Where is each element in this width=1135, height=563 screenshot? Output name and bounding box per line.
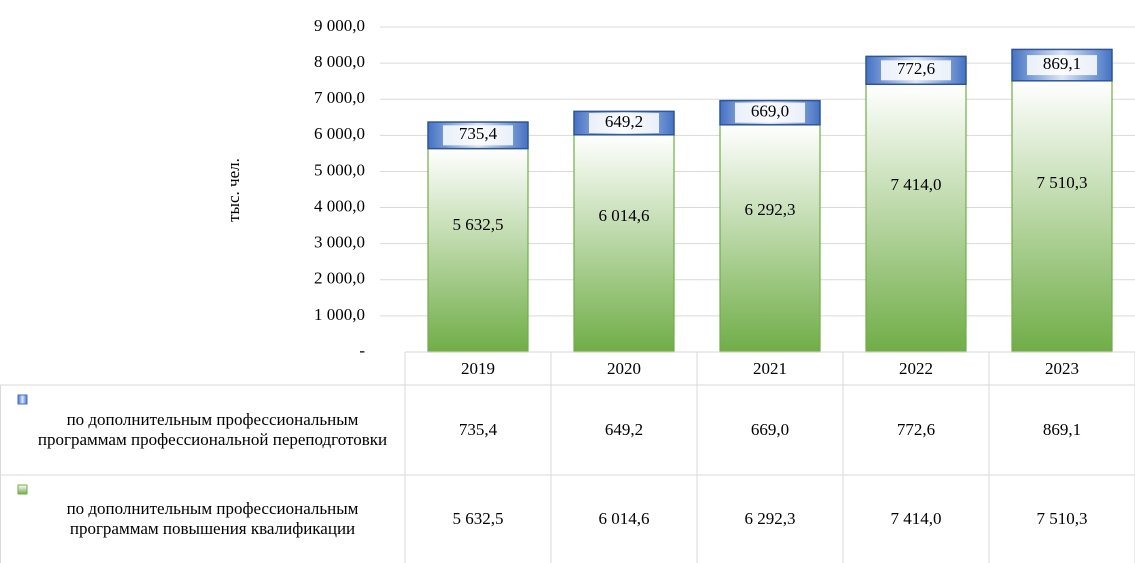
table-value: 669,0 (750, 420, 790, 439)
table-value: 7 510,3 (1036, 509, 1088, 528)
legend-label: по дополнительным профессиональным прогр… (66, 499, 359, 538)
table-value: 5 632,5 (452, 509, 504, 528)
legend-marker (17, 484, 28, 495)
legend-marker (17, 394, 28, 405)
bar-segment (1011, 80, 1113, 353)
data-label-bg (735, 102, 805, 123)
y-tick-label: - (359, 341, 365, 360)
table-value: 649,2 (604, 420, 644, 439)
bar-segment (719, 124, 821, 353)
x-tick-label: 2022 (899, 358, 933, 378)
data-label: 772,6 (897, 59, 935, 78)
x-tick-label: 2021 (753, 358, 787, 378)
data-label-bg (443, 125, 513, 146)
table-value: 6 014,6 (598, 509, 650, 528)
data-label: 5 632,5 (453, 215, 504, 234)
y-tick-label: 8 000,0 (314, 52, 365, 71)
y-tick-label: 2 000,0 (314, 269, 365, 288)
data-label-bg (881, 60, 951, 81)
x-tick-label: 2023 (1045, 358, 1079, 378)
data-label-bg (1027, 55, 1097, 76)
data-label-bg (589, 113, 659, 134)
y-tick-label: 5 000,0 (314, 160, 365, 179)
table-value: 7 414,0 (890, 509, 942, 528)
table-value: 772,6 (896, 420, 936, 439)
legend-label: по дополнительным профессиональным прогр… (37, 410, 388, 449)
data-label: 869,1 (1043, 54, 1081, 73)
y-tick-label: 7 000,0 (314, 88, 365, 107)
y-axis-label: тыс. чел. (224, 158, 243, 222)
bar-segment (427, 148, 529, 353)
table-value: 735,4 (458, 420, 498, 439)
y-tick-label: 3 000,0 (314, 233, 365, 252)
data-label: 6 014,6 (599, 206, 650, 225)
table-value: 6 292,3 (744, 509, 796, 528)
y-tick-label: 9 000,0 (314, 16, 365, 35)
data-label: 7 510,3 (1037, 173, 1088, 192)
y-tick-label: 1 000,0 (314, 305, 365, 324)
data-label: 735,4 (459, 124, 498, 143)
table-value: 869,1 (1042, 420, 1082, 439)
x-tick-label: 2020 (607, 358, 641, 378)
y-tick-label: 6 000,0 (314, 124, 365, 143)
data-label: 6 292,3 (745, 200, 796, 219)
bar-segment (573, 134, 675, 353)
data-label: 7 414,0 (891, 175, 942, 194)
bar-segment (865, 83, 967, 353)
data-label: 649,2 (605, 112, 643, 131)
x-tick-label: 2019 (461, 358, 495, 378)
data-label: 669,0 (751, 102, 789, 121)
y-tick-label: 4 000,0 (314, 196, 365, 215)
